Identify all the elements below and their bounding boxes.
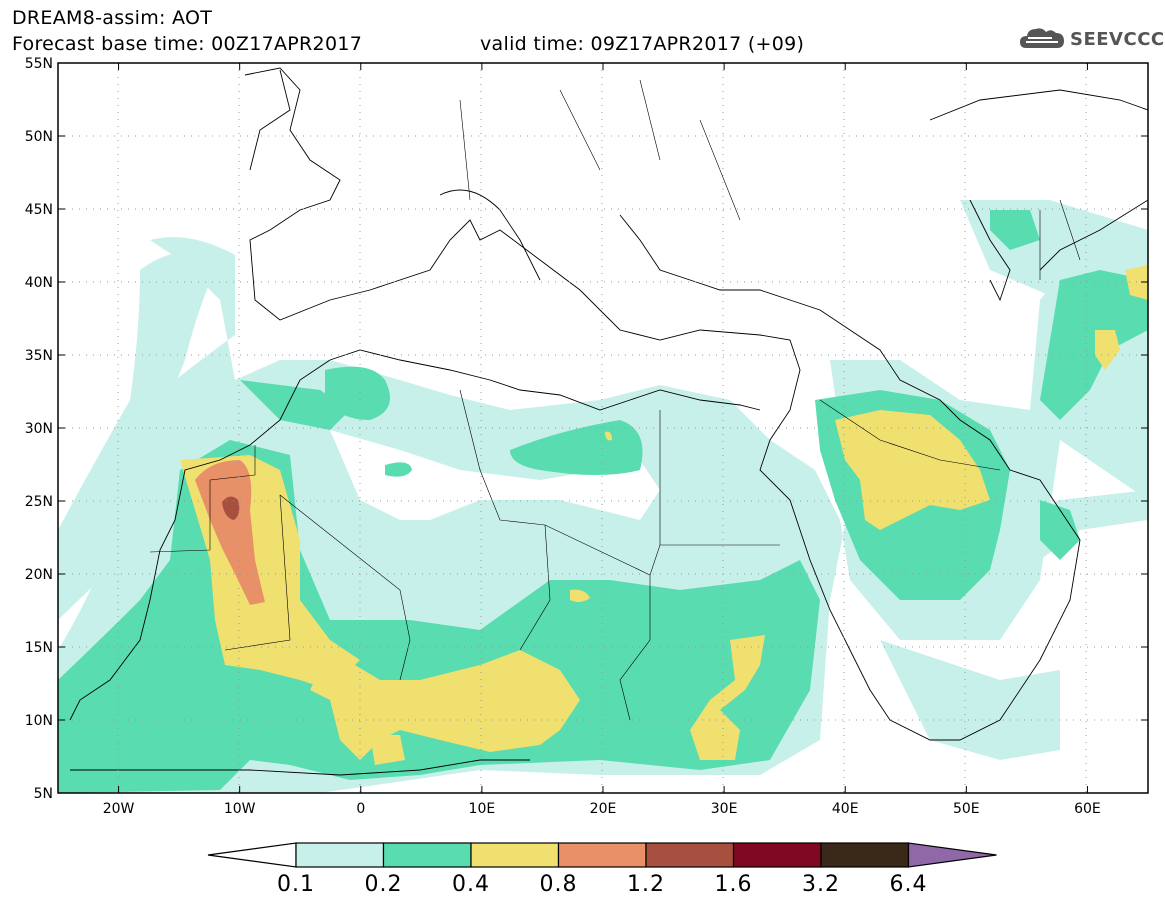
valid-time: valid time: 09Z17APR2017 (+09) xyxy=(480,33,805,55)
latitude-axis: 55N 50N 45N 40N 35N 30N 25N 20N 15N 10N 5N xyxy=(25,56,1148,802)
logo-text: SEEVCCC xyxy=(1070,28,1165,50)
lon-label: 50E xyxy=(953,801,980,817)
map-title: DREAM8-assim: AOT xyxy=(12,7,213,29)
forecast-base-time: Forecast base time: 00Z17APR2017 xyxy=(12,33,363,55)
aot-level-1.2 xyxy=(222,496,240,520)
colorbar-level-label: 0.4 xyxy=(452,872,490,897)
graticule xyxy=(58,63,1148,793)
lon-label: 20E xyxy=(590,801,617,817)
borders xyxy=(149,79,1081,721)
colorbar-level-label: 0.2 xyxy=(365,872,403,897)
colorbar-swatch xyxy=(470,842,560,868)
colorbar-level-label: 0.1 xyxy=(277,872,315,897)
lat-label: 5N xyxy=(34,786,53,802)
colorbar-over-arrow xyxy=(907,842,997,868)
colorbar-level-label: 1.2 xyxy=(627,872,665,897)
lat-label: 10N xyxy=(25,713,53,729)
aot-level-0.4 xyxy=(180,265,1148,765)
lat-label: 20N xyxy=(25,567,53,583)
colorbar-swatch xyxy=(732,842,822,868)
lat-label: 55N xyxy=(25,56,53,72)
seevccc-logo: SEEVCCC xyxy=(1018,22,1165,56)
colorbar-swatch xyxy=(820,842,910,868)
lon-label: 10W xyxy=(224,801,256,817)
lat-label: 25N xyxy=(25,494,53,510)
lon-label: 0 xyxy=(356,801,365,817)
aot-field xyxy=(58,200,1148,793)
colorbar-swatch xyxy=(295,842,385,868)
lon-label: 10E xyxy=(469,801,496,817)
colorbar-under-arrow xyxy=(207,842,297,868)
colorbar-level-label: 6.4 xyxy=(890,872,928,897)
lon-label: 40E xyxy=(832,801,859,817)
lat-label: 35N xyxy=(25,348,53,364)
lat-label: 45N xyxy=(25,202,53,218)
colorbar-level-label: 3.2 xyxy=(802,872,840,897)
lon-label: 30E xyxy=(711,801,738,817)
colorbar-level-label: 0.8 xyxy=(540,872,578,897)
lat-label: 50N xyxy=(25,129,53,145)
lat-label: 40N xyxy=(25,275,53,291)
aot-level-0.8 xyxy=(195,460,265,605)
longitude-axis: 20W 10W 0 10E 20E 30E 40E 50E 60E xyxy=(103,63,1101,817)
coastlines xyxy=(69,67,1148,776)
colorbar-swatch xyxy=(557,842,647,868)
lon-label: 60E xyxy=(1074,801,1101,817)
lon-label: 20W xyxy=(103,801,135,817)
colorbar-swatch xyxy=(382,842,472,868)
lat-label: 30N xyxy=(25,421,53,437)
colorbar: 0.1 0.2 0.4 0.8 1.2 1.6 3.2 6.4 xyxy=(207,842,997,897)
cloud-icon xyxy=(1020,28,1064,48)
lat-label: 15N xyxy=(25,640,53,656)
colorbar-level-label: 1.6 xyxy=(715,872,753,897)
colorbar-swatch xyxy=(645,842,735,868)
